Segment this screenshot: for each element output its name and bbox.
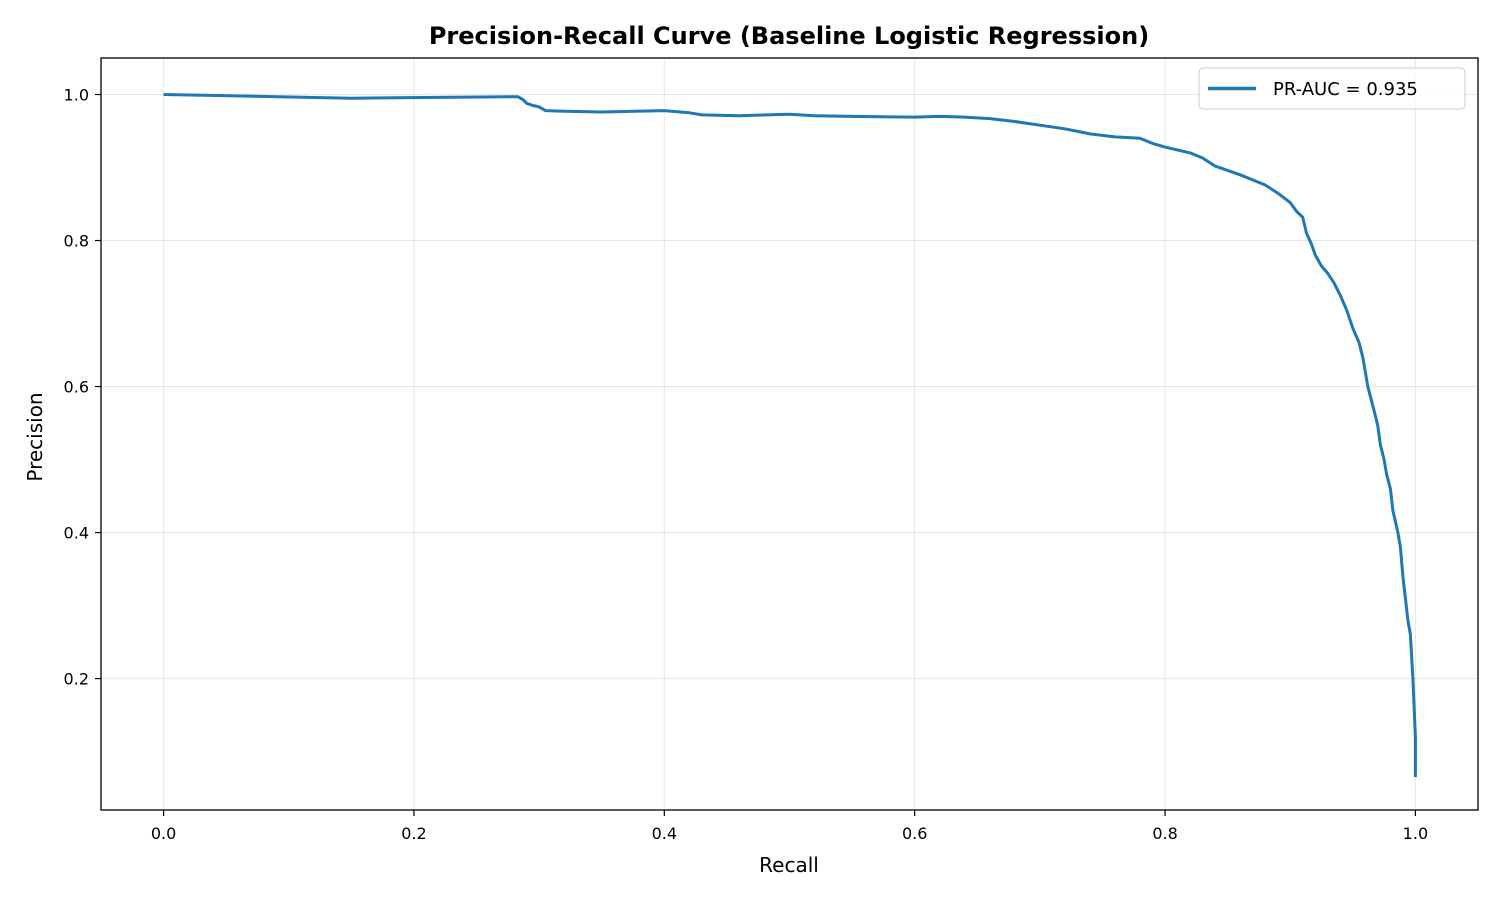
y-axis-ticks: 0.2 0.4 0.6 0.8 1.0 bbox=[64, 86, 101, 689]
grid bbox=[101, 58, 1478, 810]
chart-title: Precision-Recall Curve (Baseline Logisti… bbox=[429, 22, 1149, 50]
x-axis-ticks: 0.0 0.2 0.4 0.6 0.8 1.0 bbox=[151, 810, 1428, 843]
legend: PR-AUC = 0.935 bbox=[1198, 67, 1466, 110]
legend-label: PR-AUC = 0.935 bbox=[1273, 79, 1418, 100]
y-axis-label: Precision bbox=[23, 392, 47, 481]
x-tick-label: 1.0 bbox=[1403, 824, 1428, 843]
y-tick-label: 0.4 bbox=[64, 524, 89, 543]
y-tick-label: 1.0 bbox=[64, 86, 89, 105]
legend-box bbox=[1198, 67, 1466, 110]
x-tick-label: 0.6 bbox=[902, 824, 927, 843]
y-tick-label: 0.2 bbox=[64, 670, 89, 689]
y-tick-label: 0.8 bbox=[64, 232, 89, 251]
pr-curve-line bbox=[163, 93, 1417, 778]
x-tick-label: 0.2 bbox=[401, 824, 426, 843]
x-tick-label: 0.8 bbox=[1152, 824, 1177, 843]
x-tick-label: 0.0 bbox=[151, 824, 176, 843]
series-layer bbox=[163, 93, 1417, 778]
x-tick-label: 0.4 bbox=[652, 824, 677, 843]
plot-frame bbox=[100, 57, 1479, 811]
y-tick-label: 0.6 bbox=[64, 378, 89, 397]
x-axis-label: Recall bbox=[759, 853, 819, 877]
